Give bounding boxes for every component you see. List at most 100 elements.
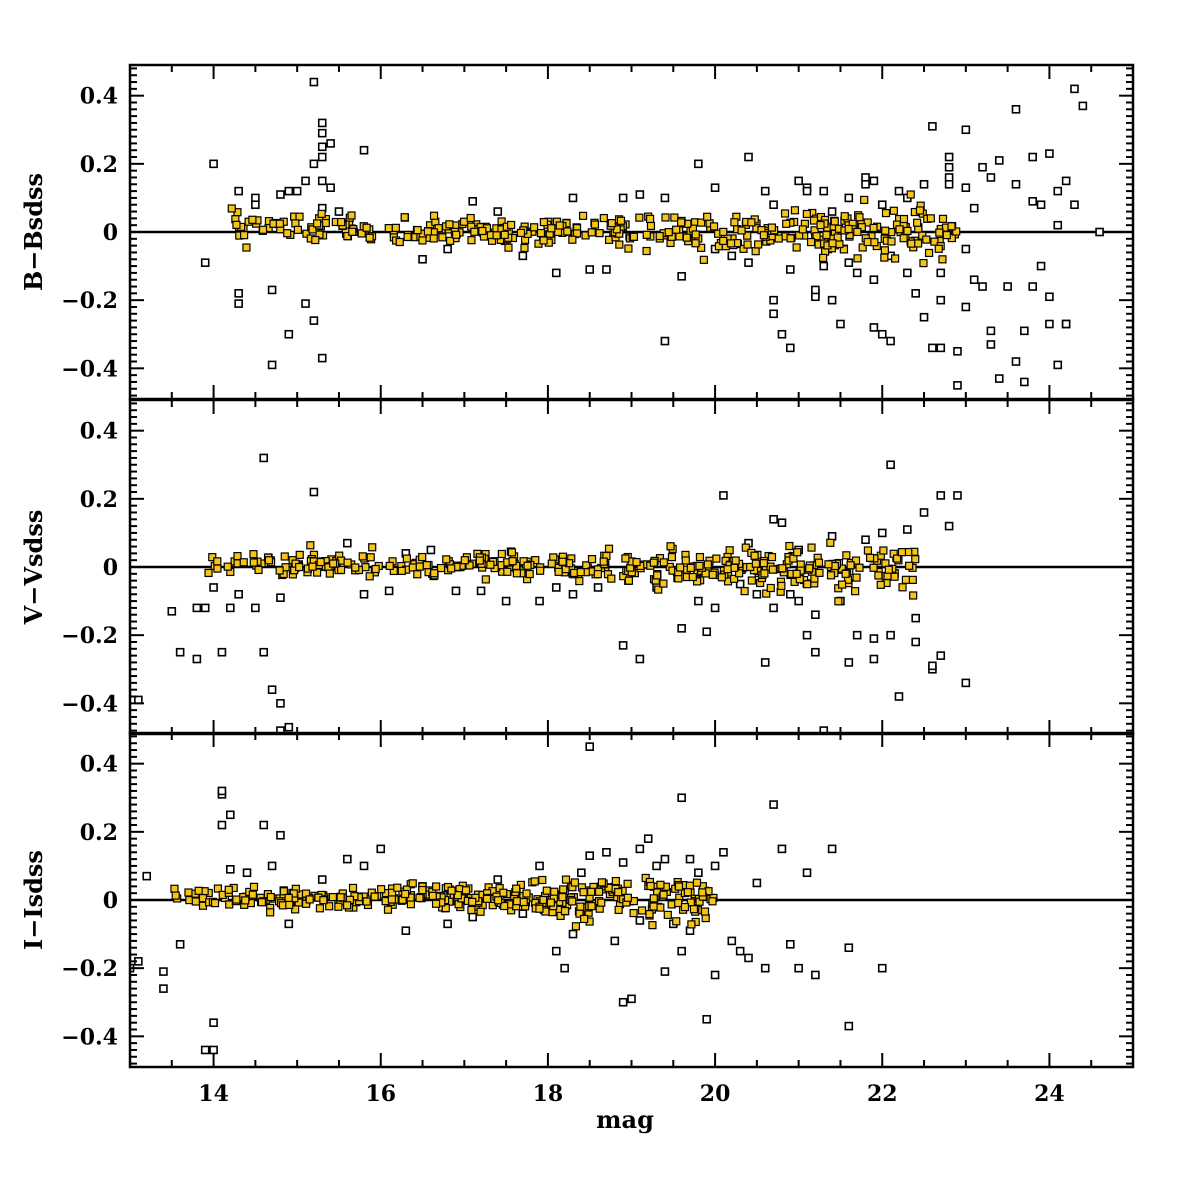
highlighted-point [371,564,380,574]
highlighted-point [587,228,596,237]
outlier-point [735,946,745,956]
highlighted-point [766,583,775,593]
outlier-point [1053,360,1063,370]
highlighted-point [578,211,588,220]
outlier-point [251,603,260,613]
highlighted-point [802,209,811,219]
highlighted-point [539,217,548,227]
outlier-point [719,847,728,857]
x-tick-label: 16 [365,1081,396,1107]
highlighted-point [621,554,630,563]
outlier-point [944,179,954,189]
highlighted-point [922,235,931,244]
highlighted-point [737,226,746,235]
highlighted-point [898,583,907,592]
outlier-point [677,624,686,633]
outlier-point [769,603,778,613]
highlighted-point [879,546,888,555]
outlier-point [827,295,837,305]
highlighted-point [442,555,451,564]
highlighted-point [587,555,597,564]
outlier-point [961,125,971,135]
highlighted-point [249,558,258,567]
highlighted-point [726,239,736,248]
highlighted-point [264,556,274,565]
highlighted-point [853,254,862,263]
highlighted-point [725,546,734,555]
highlighted-point [554,567,563,576]
outlier-point [284,722,294,732]
highlighted-point [530,877,539,886]
highlighted-point [852,573,861,582]
x-axis-title: mag [596,1105,654,1134]
highlighted-point [778,564,787,573]
highlighted-point [938,214,948,223]
highlighted-point [624,576,634,585]
highlighted-point [408,563,417,572]
outlier-point [317,875,327,884]
highlighted-point [432,882,441,891]
highlighted-point [317,209,326,218]
outlier-point [551,268,561,278]
outlier-point [660,193,670,203]
highlighted-point [905,561,914,570]
highlighted-point [869,223,878,233]
outlier-point [744,152,753,162]
highlighted-point [436,563,446,573]
outlier-point [735,579,745,589]
outlier-point [259,820,269,830]
highlighted-point [863,218,872,227]
outlier-point [869,654,879,664]
highlighted-point [908,575,917,584]
highlighted-point [700,907,710,916]
outlier-point [844,943,854,953]
outlier-point [819,261,829,271]
outlier-point [894,186,904,196]
highlighted-point [204,568,213,578]
highlighted-point [822,230,831,240]
highlighted-point [275,219,284,228]
highlighted-point [343,231,352,241]
outlier-point [819,726,829,734]
outlier-point [234,299,243,308]
x-tick-label: 22 [867,1081,898,1107]
highlighted-point [334,902,343,911]
highlighted-point [780,209,790,218]
highlighted-point [812,232,821,241]
highlighted-point [649,902,658,911]
outlier-point [794,596,803,606]
outlier-point [309,487,319,497]
highlighted-point [826,571,836,580]
highlighted-point [816,221,825,230]
highlighted-point [213,884,223,893]
outlier-point [200,258,210,267]
highlighted-point [942,231,951,240]
highlighted-point [865,553,875,562]
highlighted-point [907,239,916,248]
highlighted-point [576,902,585,911]
outlier-point [786,940,795,949]
outlier-point [852,630,862,640]
outlier-point [309,159,319,169]
outlier-point [301,299,310,308]
outlier-point [953,381,962,390]
highlighted-point [519,897,528,907]
outlier-point [635,190,645,199]
highlighted-point [336,565,346,575]
outlier-point [769,800,778,809]
highlighted-point [213,557,222,566]
highlighted-point [667,553,677,562]
outlier-point [618,997,628,1007]
highlighted-point [597,878,607,887]
highlighted-point [674,898,683,908]
highlighted-point [892,554,902,563]
highlighted-point [747,218,756,227]
outlier-point [359,861,369,871]
highlighted-point [653,571,662,580]
outlier-point [1028,282,1037,291]
outlier-point [1095,227,1104,237]
highlighted-point [558,557,567,566]
highlighted-point [171,891,180,900]
outlier-point [142,871,152,881]
outlier-point [811,610,820,620]
